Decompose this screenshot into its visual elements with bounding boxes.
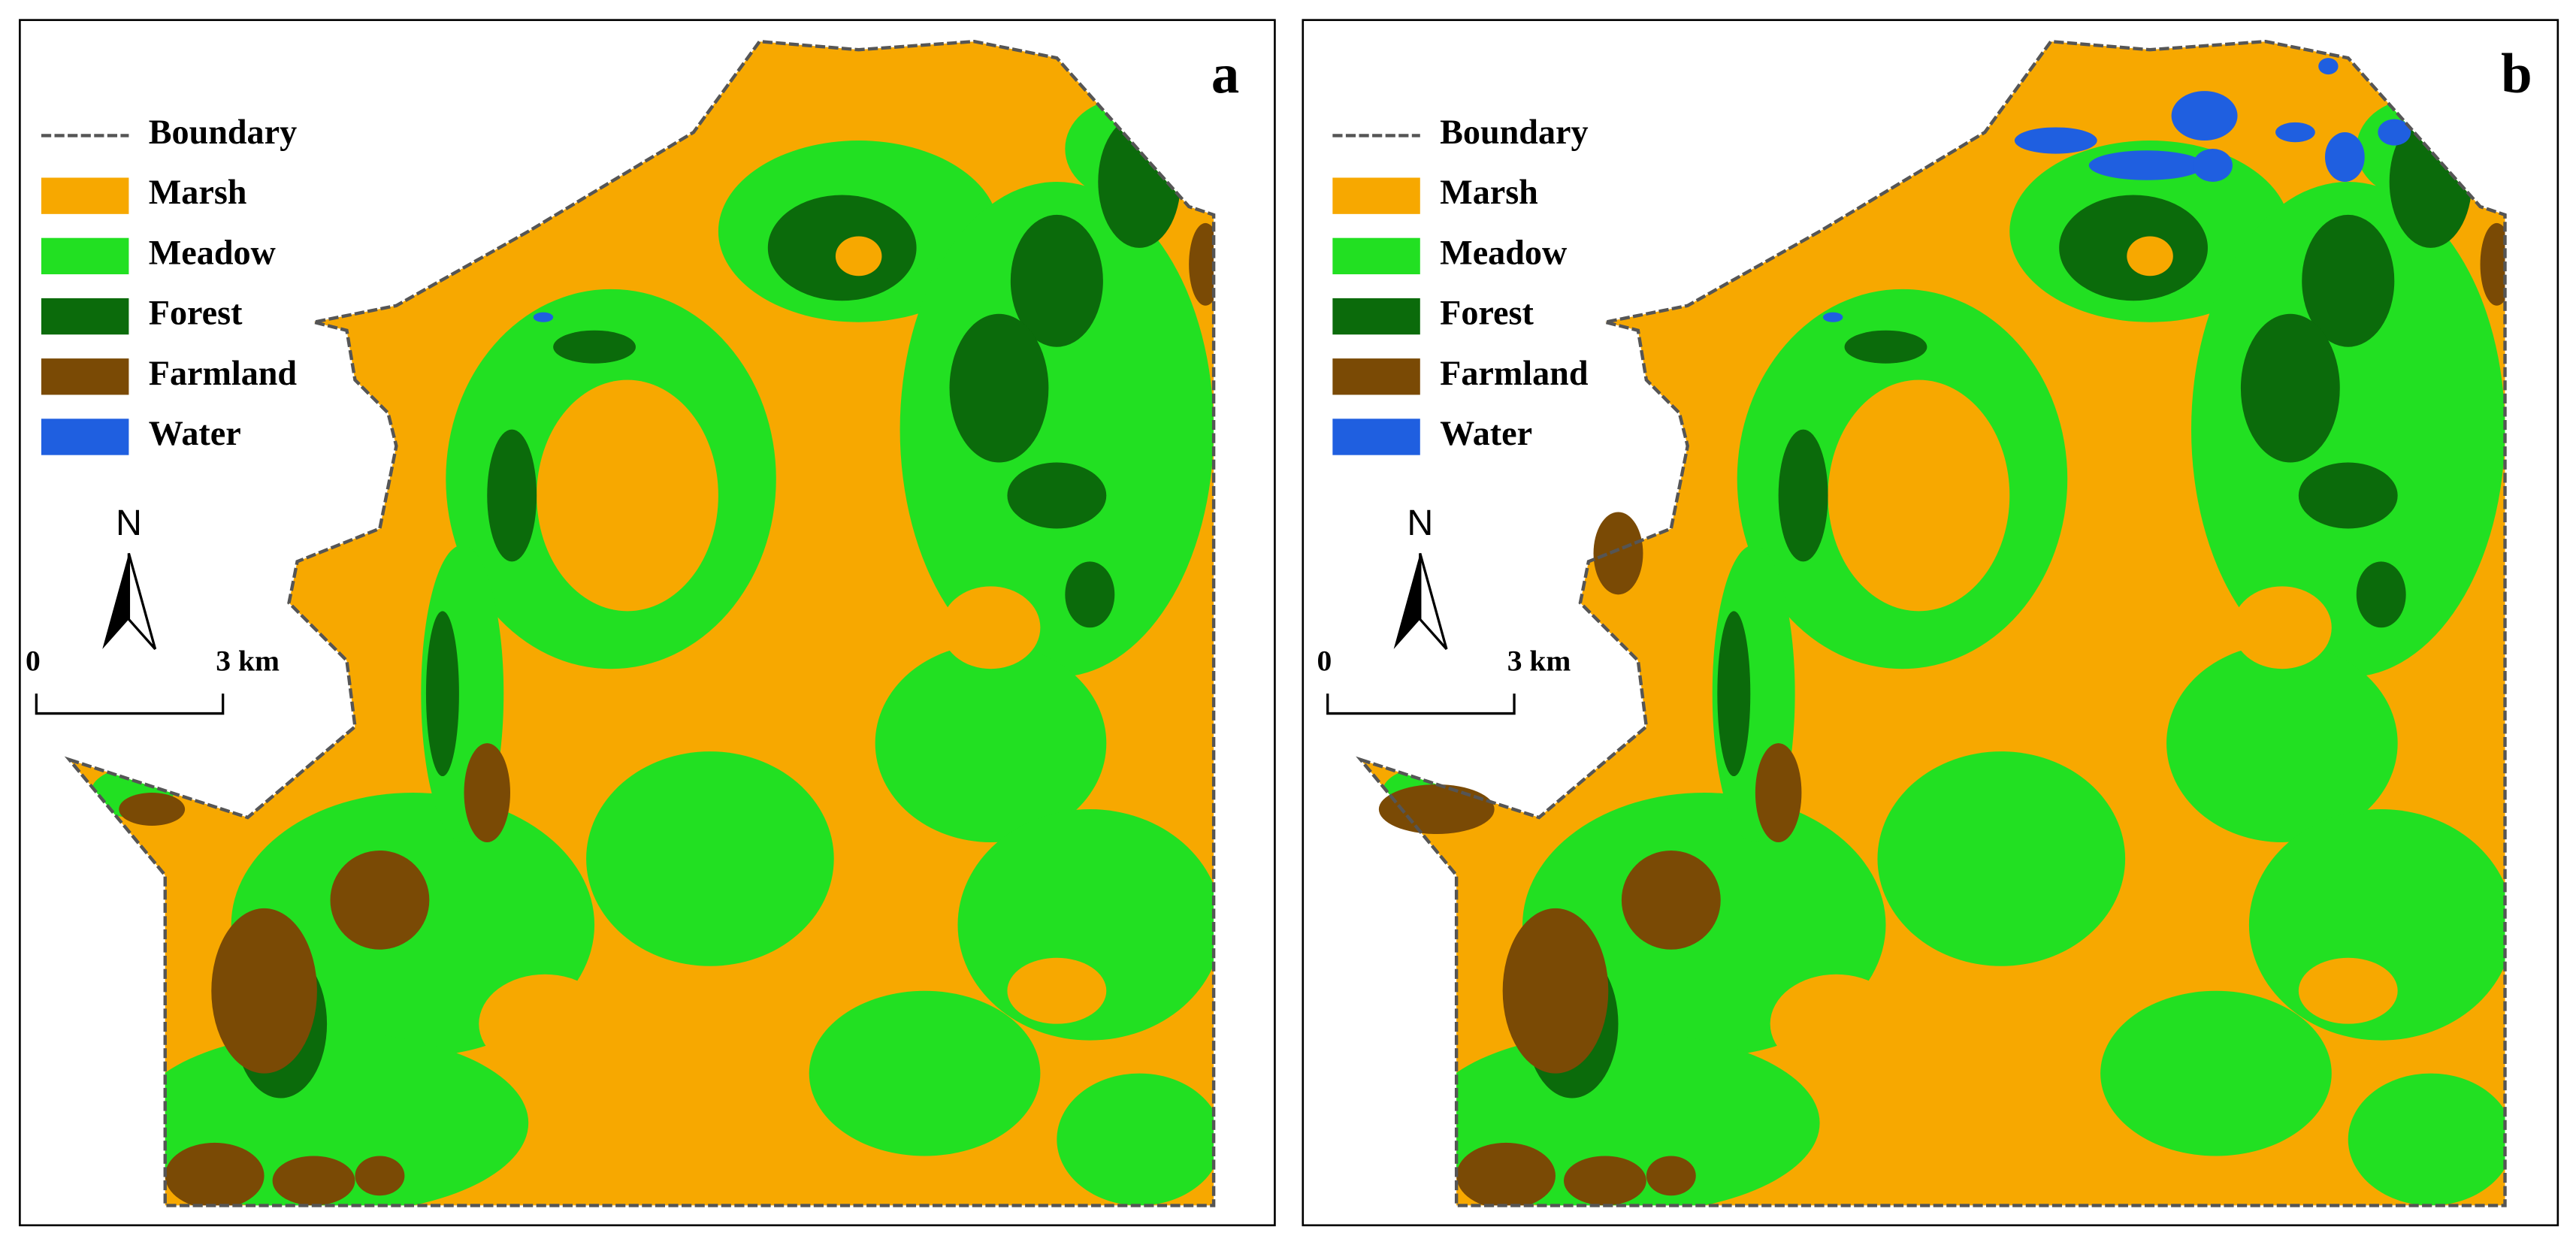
panel-frame xyxy=(1302,19,2559,1227)
boundary xyxy=(1356,39,2507,1207)
legend-label: Meadow xyxy=(149,233,277,271)
legend-swatch xyxy=(41,419,129,455)
legend-swatch xyxy=(41,177,129,214)
legend-label: Forest xyxy=(1440,294,1534,332)
legend-swatch xyxy=(1332,177,1420,214)
north-arrow-right xyxy=(1419,552,1448,650)
scale-end: 3 km xyxy=(1507,645,1571,678)
panel-a: a Boundary Marsh Meadow Forest Farmland Water N… xyxy=(0,0,1288,1241)
panel-b: b Boundary Marsh Meadow Forest Farmland Water N… xyxy=(1291,0,2576,1241)
legend-label: Forest xyxy=(149,294,243,332)
extra-farmland xyxy=(1378,512,1643,834)
legend-swatch xyxy=(1332,237,1420,275)
legend-swatch xyxy=(1332,298,1420,335)
panel-frame xyxy=(19,19,1276,1227)
scale-bar xyxy=(1326,694,1516,715)
scale-start: 0 xyxy=(1317,645,1332,678)
panel-label: a xyxy=(1211,43,1239,105)
legend-swatch xyxy=(41,298,129,335)
scale-end: 3 km xyxy=(216,645,280,678)
water-bodies xyxy=(1822,58,2411,322)
legend-label: Marsh xyxy=(149,173,247,211)
legend-label: Boundary xyxy=(1440,113,1588,151)
legend-label: Meadow xyxy=(1440,233,1568,271)
scale-bar xyxy=(35,694,225,715)
north-arrow-left xyxy=(1393,553,1420,649)
legend-swatch xyxy=(41,237,129,275)
legend-label: Water xyxy=(149,414,241,452)
legend-label: Farmland xyxy=(149,354,298,392)
water-body xyxy=(533,312,554,322)
boundary xyxy=(64,39,1216,1207)
legend-swatch xyxy=(1332,358,1420,395)
legend-label: Boundary xyxy=(149,113,297,151)
north-arrow-left xyxy=(102,553,129,649)
north-label: N xyxy=(116,503,142,543)
panel-overlay: b Boundary Marsh Meadow Forest Farmland Water N… xyxy=(1317,39,2532,1207)
panel-overlay: a Boundary Marsh Meadow Forest Farmland Water N… xyxy=(26,39,1239,1207)
legend-swatch xyxy=(41,358,129,395)
panel-label: b xyxy=(2501,43,2532,105)
legend-label: Marsh xyxy=(1440,173,1538,211)
north-label: N xyxy=(1407,503,1433,543)
legend-label: Water xyxy=(1440,414,1532,452)
legend-swatch xyxy=(1332,419,1420,455)
north-arrow-right xyxy=(127,552,157,650)
scale-start: 0 xyxy=(26,645,41,678)
legend-label: Farmland xyxy=(1440,354,1589,392)
